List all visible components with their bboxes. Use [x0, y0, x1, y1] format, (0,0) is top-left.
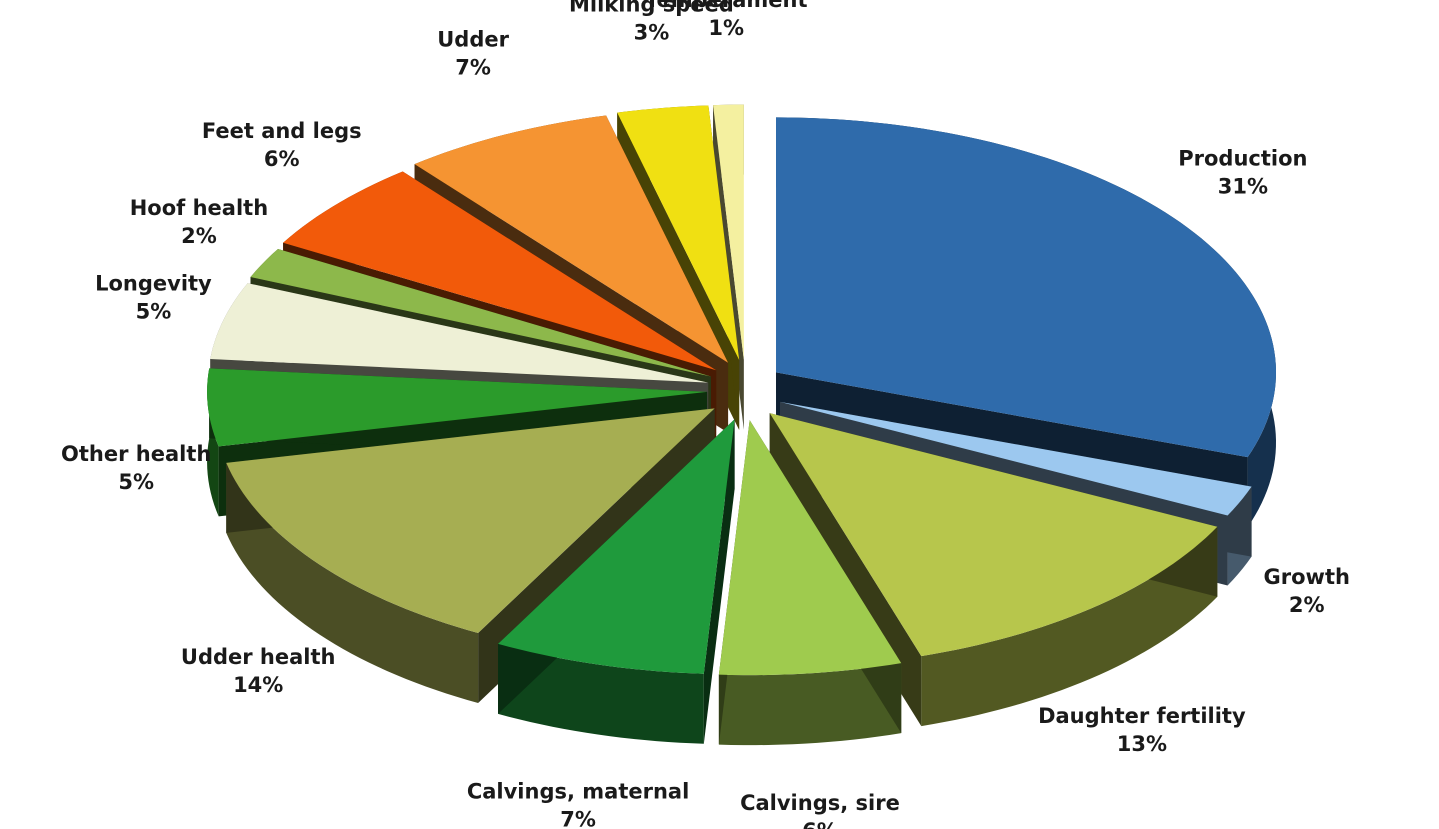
slice-label: Longevity — [95, 272, 212, 296]
slice — [210, 283, 709, 383]
slice-label: Udder — [437, 27, 509, 51]
slice-value-label: 2% — [1289, 593, 1325, 617]
slice-value-label: 2% — [181, 224, 217, 248]
slice — [250, 248, 711, 377]
slice-value-label: 13% — [1117, 732, 1167, 756]
slice — [283, 171, 717, 371]
slice-label: Other health — [61, 442, 211, 466]
slice-value-label: 5% — [136, 300, 172, 324]
slice — [769, 413, 1218, 657]
slice-label: Milking speed — [569, 0, 734, 16]
slice-label: Production — [1178, 146, 1307, 170]
slice-value-label: 5% — [118, 470, 154, 494]
slice-value-label: 6% — [264, 147, 300, 171]
slice-side — [703, 419, 735, 744]
slice — [207, 368, 708, 447]
slice — [617, 105, 740, 360]
slice-label: Calvings, sire — [740, 791, 900, 815]
slice-label: Growth — [1264, 565, 1350, 589]
slice — [498, 419, 735, 674]
slice-side — [921, 526, 1218, 727]
slice-value-label: 7% — [560, 808, 596, 829]
slice — [414, 115, 729, 363]
slice-tops — [207, 104, 1276, 676]
slice-label: Temperament — [645, 0, 808, 12]
slice-label: Hoof health — [130, 196, 268, 220]
slice-side — [207, 368, 219, 517]
slice — [776, 117, 1276, 458]
slice-label: Feet and legs — [202, 119, 362, 143]
slice-value-label: 3% — [634, 20, 670, 44]
slice — [779, 401, 1252, 516]
slice — [718, 420, 902, 676]
slice — [226, 408, 715, 633]
slice-label: Calvings, maternal — [467, 780, 689, 804]
slice-value-label: 31% — [1218, 174, 1268, 198]
slice-side — [226, 462, 479, 703]
slice — [713, 104, 744, 360]
slice-value-label: 1% — [708, 16, 744, 40]
slice-value-label: 14% — [233, 673, 283, 697]
slice-label: Daughter fertility — [1038, 704, 1246, 728]
slice-side — [718, 663, 902, 746]
slice-value-label: 6% — [802, 819, 838, 829]
slice-label: Udder health — [181, 645, 336, 669]
slice-value-label: 7% — [455, 55, 491, 79]
slice-side — [498, 643, 704, 744]
